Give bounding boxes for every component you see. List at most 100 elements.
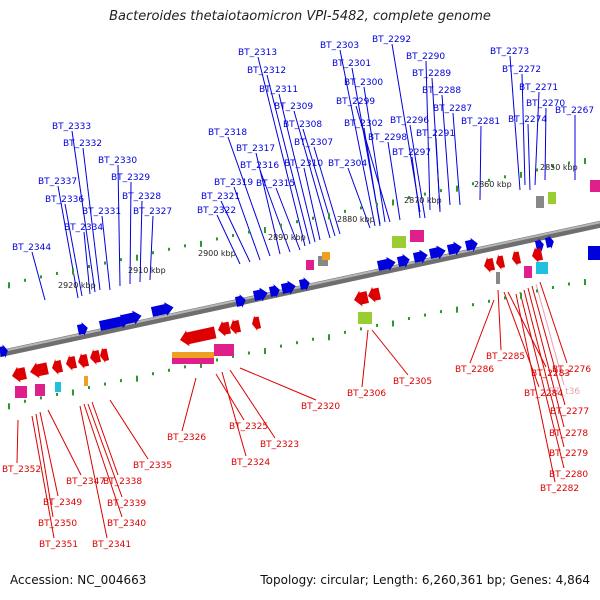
- upper-gene-label: BT_2272: [502, 65, 541, 75]
- forward-gene: [150, 302, 174, 317]
- lower-leader-line: [83, 403, 123, 518]
- upper-gene-label: BT_2302: [344, 119, 383, 129]
- scale-label: 2900 kbp: [198, 249, 236, 258]
- upper-leader-line: [435, 137, 441, 213]
- upper-track-tick: [568, 161, 570, 165]
- forward-gene: [0, 344, 8, 358]
- lower-leader-line: [523, 289, 565, 448]
- upper-track-tick: [248, 230, 250, 234]
- lower-gene-label: BT_2350: [38, 519, 77, 529]
- lower-track-tick: [8, 403, 10, 410]
- gene-features: [0, 180, 600, 398]
- lower-track-tick: [56, 392, 58, 396]
- lower-leader-line: [371, 329, 409, 376]
- annotation-block: [536, 196, 544, 208]
- lower-gene-label: BT_2278: [549, 429, 588, 439]
- upper-gene-label: BT_2319: [214, 178, 253, 188]
- lower-track-tick: [424, 313, 426, 317]
- upper-gene-label: BT_2287: [433, 104, 472, 114]
- upper-leader-line: [534, 91, 540, 186]
- lower-track-tick: [136, 375, 138, 382]
- forward-gene: [298, 277, 310, 291]
- lower-track-tick: [328, 334, 330, 341]
- upper-gene-label: BT_2328: [122, 192, 161, 202]
- lower-gene-label: BT_2279: [549, 449, 588, 459]
- upper-leader-line: [257, 56, 306, 247]
- lower-gene-label: BT_2280: [549, 470, 588, 480]
- forward-gene: [446, 241, 462, 256]
- lower-track-tick: [488, 299, 490, 303]
- upper-gene-label: BT_2299: [336, 97, 375, 107]
- lower-leader-line: [39, 411, 59, 497]
- lower-gene-label: BT_2338: [103, 477, 142, 487]
- annotation-block: [536, 262, 548, 274]
- upper-track-tick: [584, 158, 586, 165]
- lower-gene-label: BT_2324: [231, 458, 270, 468]
- annotation-block: [358, 312, 372, 324]
- lower-track-tick: [456, 306, 458, 313]
- upper-gene-label: BT_2332: [63, 139, 102, 149]
- scale-label: 2850 kbp: [540, 163, 578, 172]
- lower-track-tick: [296, 341, 298, 345]
- upper-gene-label: BT_2317: [236, 144, 275, 154]
- upper-leader-line: [363, 127, 381, 227]
- lower-gene-label: BT_2352: [2, 465, 41, 475]
- reverse-gene: [230, 319, 242, 335]
- lower-leader-line: [535, 283, 565, 386]
- lower-leader-line: [181, 377, 197, 432]
- lower-gene-label: BT_2276: [552, 365, 591, 375]
- lower-leader-line: [215, 373, 245, 421]
- upper-gene-label: BT_2330: [98, 156, 137, 166]
- upper-leader-line: [83, 231, 91, 295]
- annotation-block: [55, 382, 61, 392]
- lower-leader-line: [31, 415, 55, 539]
- lower-leader-line: [79, 405, 108, 539]
- upper-track-tick: [456, 185, 458, 192]
- reverse-gene: [218, 320, 231, 337]
- upper-leader-line: [452, 112, 461, 206]
- upper-gene-label: BT_2327: [133, 207, 172, 217]
- upper-leader-line: [275, 187, 301, 251]
- upper-track-tick: [328, 213, 330, 220]
- upper-leader-line: [355, 105, 391, 223]
- upper-track-tick: [8, 282, 10, 289]
- annotation-block: [306, 260, 314, 270]
- lower-gene-label: BT_2351: [39, 540, 78, 550]
- forward-gene: [268, 284, 280, 298]
- upper-leader-line: [521, 73, 526, 186]
- upper-gene-label: BT_2290: [406, 52, 445, 62]
- lower-gene-label: BT_2320: [301, 402, 340, 412]
- reverse-gene: [252, 315, 262, 331]
- upper-gene-label: BT_2267: [555, 106, 594, 116]
- upper-leader-line: [71, 130, 96, 293]
- lower-track-tick: [264, 348, 266, 355]
- lower-gene-label: BT_2277: [550, 407, 589, 417]
- upper-gene-label: BT_2300: [344, 78, 383, 88]
- upper-track-tick: [488, 178, 490, 182]
- lower-track-tick: [24, 399, 26, 403]
- upper-track-tick: [136, 254, 138, 261]
- lower-leader-line: [91, 401, 119, 476]
- upper-gene-label: BT_2292: [372, 35, 411, 45]
- lower-track-tick: [120, 379, 122, 383]
- upper-track-tick: [184, 244, 186, 248]
- lower-track-tick: [184, 365, 186, 369]
- scale-label: 2920 kbp: [58, 281, 96, 290]
- upper-track-tick: [536, 168, 538, 172]
- annotation-block: [318, 256, 328, 266]
- lower-leader-line: [503, 291, 540, 388]
- upper-track-tick: [264, 227, 266, 234]
- upper-gene-label: BT_2344: [12, 243, 51, 253]
- lower-track-tick: [152, 372, 154, 376]
- lower-leader-line: [515, 293, 556, 483]
- upper-gene-label: BT_2307: [294, 138, 333, 148]
- upper-gene-label: BT_2316: [240, 161, 279, 171]
- upper-leader-line: [278, 93, 316, 243]
- reverse-gene: [512, 250, 522, 266]
- lower-gene-label: BT_2335: [133, 461, 172, 471]
- upper-gene-label: BT_2291: [416, 129, 455, 139]
- lower-leader-line: [229, 369, 276, 439]
- scale-label: 2910 kbp: [128, 266, 166, 275]
- upper-gene-label: BT_2331: [82, 207, 121, 217]
- lower-track-tick: [552, 285, 554, 289]
